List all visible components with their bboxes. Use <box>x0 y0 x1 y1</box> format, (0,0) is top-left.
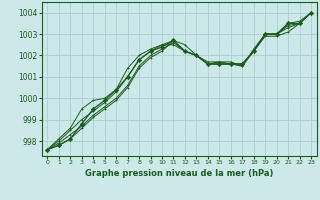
X-axis label: Graphe pression niveau de la mer (hPa): Graphe pression niveau de la mer (hPa) <box>85 169 273 178</box>
